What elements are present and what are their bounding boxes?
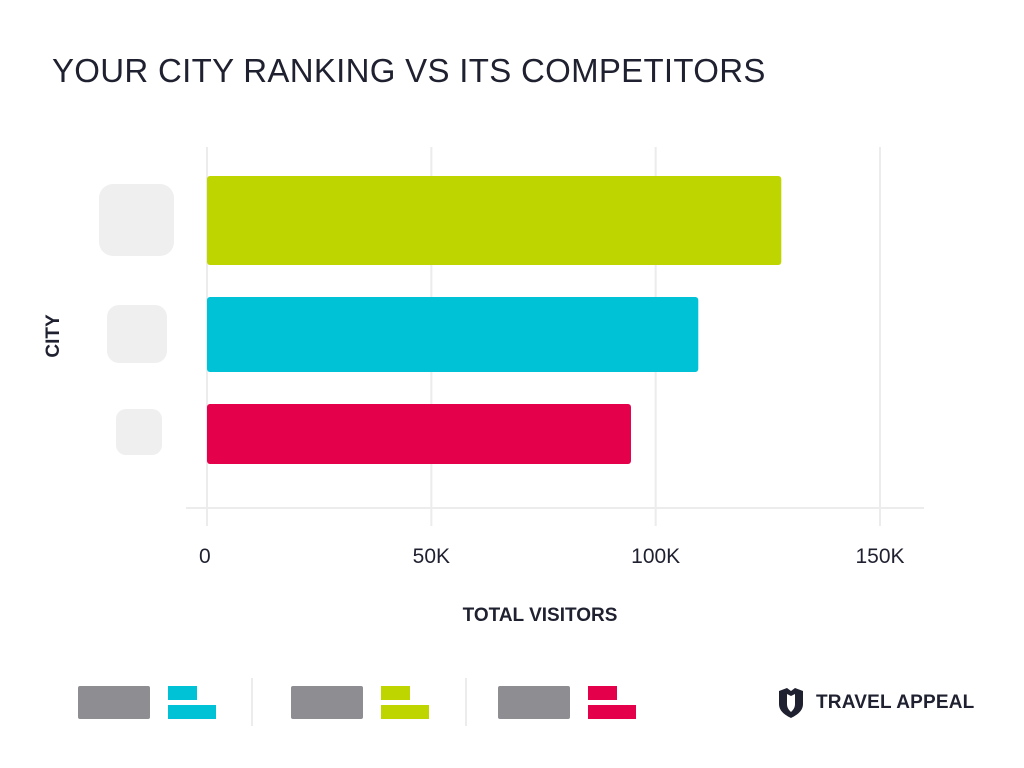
legend-swatch-top [381,686,410,700]
y-axis-title: CITY [43,314,64,358]
legend-swatch-top [588,686,617,700]
brand: TRAVEL APPEAL [776,688,975,718]
legend-swatch-bottom [381,705,429,719]
x-tick-label-2: 100K [631,545,680,568]
x-tick-label-3: 150K [855,545,904,568]
x-tick-label-1: 50K [413,545,450,568]
map-pin-shield-icon [779,688,803,718]
legend-divider-1 [465,678,467,726]
legend-label-placeholder [498,686,570,719]
legend-label-placeholder [78,686,150,719]
x-axis-title: TOTAL VISITORS [463,605,618,626]
category-label-placeholder-1 [107,305,167,363]
bar-1 [207,297,699,372]
category-label-placeholder-0 [99,184,174,256]
legend-label-placeholder [291,686,363,719]
bar-2 [207,404,631,464]
legend-swatch-bottom [168,705,216,719]
category-label-placeholder-2 [116,409,162,455]
brand-name: TRAVEL APPEAL [816,692,975,713]
legend-swatch-top [168,686,197,700]
chart-title: YOUR CITY RANKING VS ITS COMPETITORS [52,52,766,89]
bar-0 [207,176,782,265]
x-tick-label-0: 0 [199,545,211,568]
legend-swatch-bottom [588,705,636,719]
legend-divider-0 [251,678,253,726]
